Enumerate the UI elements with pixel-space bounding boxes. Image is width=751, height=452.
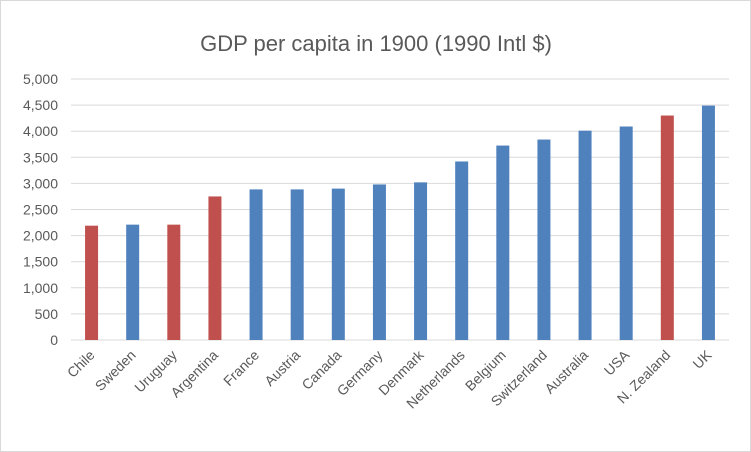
x-tick-label: UK (689, 346, 715, 372)
y-tick-label: 0 (50, 332, 58, 348)
bar (455, 161, 469, 340)
y-tick-label: 4,000 (23, 123, 58, 139)
bar (496, 145, 510, 340)
bar (249, 189, 263, 340)
bar (537, 139, 551, 340)
bar (126, 224, 140, 340)
y-tick-label: 1,500 (23, 254, 58, 270)
y-tick-label: 5,000 (23, 71, 58, 87)
bar (208, 196, 222, 340)
bar (331, 188, 345, 340)
x-tick-label: Austria (261, 347, 303, 389)
bar (578, 130, 592, 340)
y-tick-label: 3,000 (23, 175, 58, 191)
y-tick-label: 2,000 (23, 228, 58, 244)
bar (619, 126, 633, 340)
bar (701, 105, 715, 340)
y-tick-label: 4,500 (23, 97, 58, 113)
x-tick-label: Sweden (92, 347, 139, 394)
bar (414, 182, 428, 340)
x-tick-label: France (220, 347, 262, 389)
bar (372, 184, 386, 340)
x-tick-label: Chile (64, 347, 98, 381)
bar (660, 115, 674, 340)
y-tick-label: 1,000 (23, 280, 58, 296)
x-tick-label: Germany (334, 347, 386, 399)
y-tick-label: 2,500 (23, 202, 58, 218)
bar (167, 224, 181, 340)
x-tick-label: Australia (541, 347, 591, 397)
bar (85, 225, 99, 340)
y-tick-label: 3,500 (23, 149, 58, 165)
y-tick-label: 500 (35, 306, 59, 322)
chart-title: GDP per capita in 1900 (1990 Intl $) (200, 31, 552, 56)
x-tick-label: USA (601, 346, 633, 378)
bar (290, 189, 304, 340)
